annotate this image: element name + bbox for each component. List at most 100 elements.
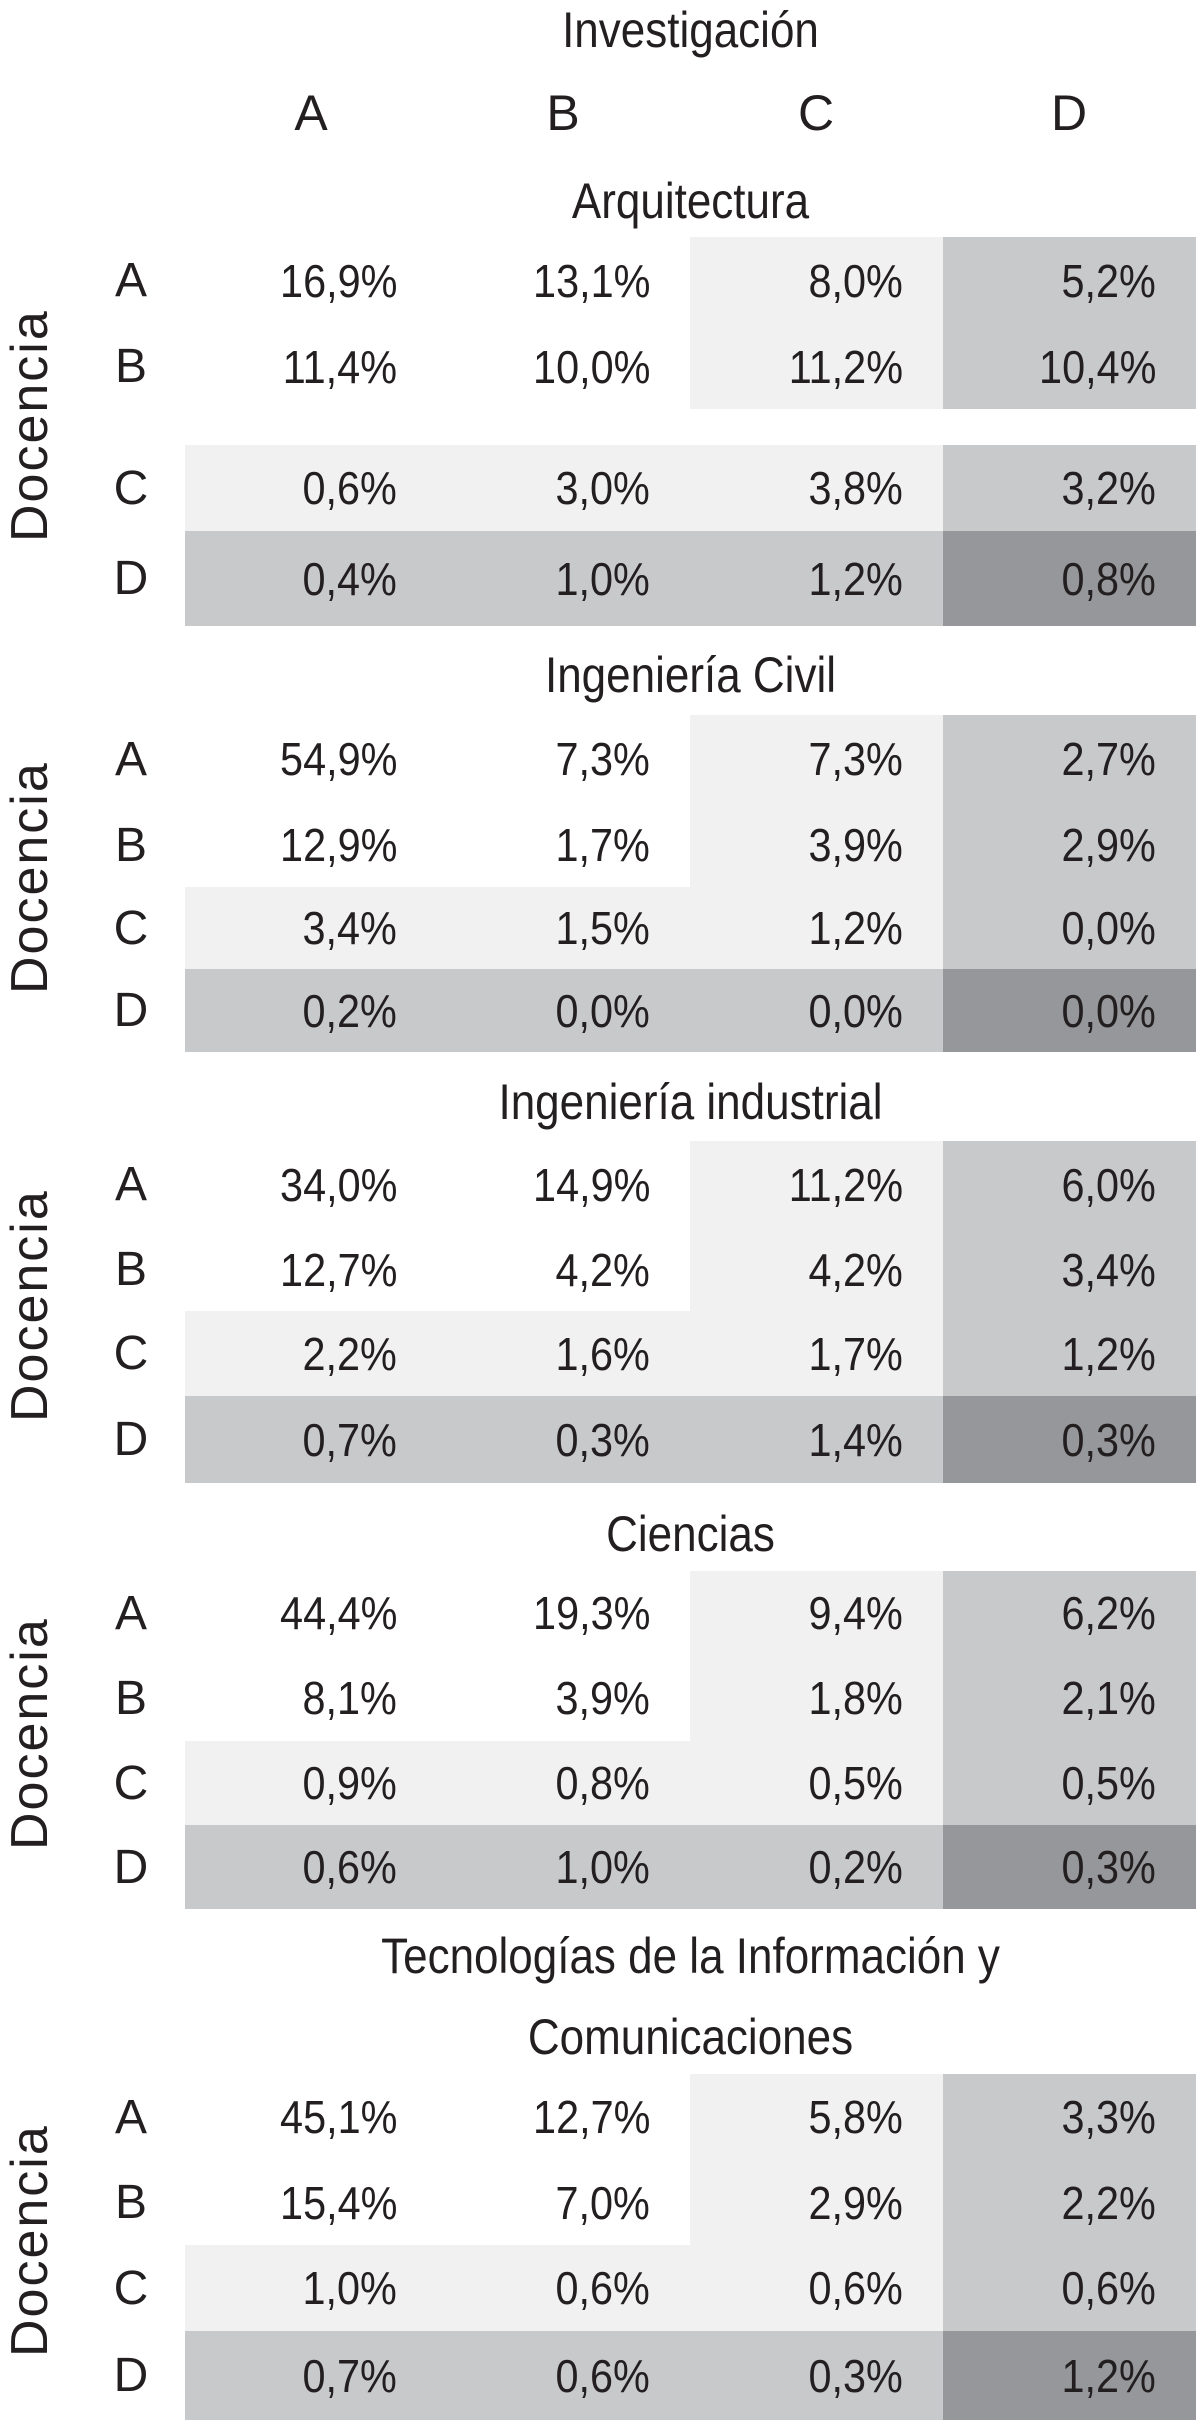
table-cell: 11,4% xyxy=(185,324,437,409)
table-cell: 44,4% xyxy=(185,1571,437,1655)
table-cell: 8,0% xyxy=(690,237,943,324)
table-cell: 2,2% xyxy=(943,2160,1196,2245)
cell-value: 44,4% xyxy=(279,1587,397,1639)
cell-value: 0,6% xyxy=(808,2262,903,2314)
table-cell: 0,8% xyxy=(943,531,1196,626)
column-header-c: C xyxy=(797,85,835,141)
table-cell: 1,5% xyxy=(437,887,690,969)
cell-value: 0,0% xyxy=(555,984,650,1037)
table-cell: 1,7% xyxy=(690,1311,943,1396)
table-cell: 0,2% xyxy=(185,969,437,1052)
table-cell: 3,4% xyxy=(185,887,437,969)
cell-value: 0,6% xyxy=(555,2262,650,2314)
cell-value: 3,9% xyxy=(808,819,903,871)
table-cell: 1,4% xyxy=(690,1396,943,1483)
section-title-line2: Comunicaciones xyxy=(527,2009,854,2065)
cell-value: 1,6% xyxy=(555,1327,650,1380)
cell-value: 12,7% xyxy=(279,1243,397,1296)
table-cell: 13,1% xyxy=(437,237,690,324)
row-axis-label: Docencia xyxy=(1,1617,59,1850)
cell-value: 5,8% xyxy=(808,2091,903,2143)
table-cell: 2,2% xyxy=(185,1311,437,1396)
table-cell: 0,9% xyxy=(185,1741,437,1825)
table-cell: 4,2% xyxy=(437,1228,690,1311)
cell-value: 10,4% xyxy=(1038,340,1156,393)
table-cell: 1,8% xyxy=(690,1655,943,1741)
cell-value: 0,8% xyxy=(555,1757,650,1809)
cell-value: 1,7% xyxy=(808,1327,903,1380)
table-cell: 12,7% xyxy=(185,1228,437,1311)
cell-value: 1,8% xyxy=(808,1672,903,1724)
cell-value: 0,8% xyxy=(1061,552,1156,605)
table-cell: 7,3% xyxy=(437,715,690,803)
column-header-a: A xyxy=(294,85,328,141)
cell-value: 34,0% xyxy=(279,1158,397,1211)
cell-value: 12,9% xyxy=(279,819,397,871)
table-cell: 15,4% xyxy=(185,2160,437,2245)
table-cell: 1,6% xyxy=(437,1311,690,1396)
cell-value: 0,3% xyxy=(1061,1841,1156,1893)
table-cell: 0,4% xyxy=(185,531,437,626)
table-cell: 12,9% xyxy=(185,803,437,887)
cell-value: 1,2% xyxy=(1061,2349,1156,2402)
row-axis-label: Docencia xyxy=(1,308,59,542)
table-cell: 0,6% xyxy=(185,445,437,531)
cell-value: 14,9% xyxy=(532,1158,650,1211)
table-cell: 3,3% xyxy=(943,2074,1196,2160)
row-label-c: C xyxy=(113,1327,149,1380)
table-cell: 1,2% xyxy=(943,2331,1196,2420)
row-label-a: A xyxy=(114,1586,147,1640)
cell-value: 3,4% xyxy=(1061,1243,1156,1296)
table-cell: 1,2% xyxy=(690,531,943,626)
cell-value: 0,7% xyxy=(302,2349,397,2402)
row-axis-label: Docencia xyxy=(1,760,59,994)
row-label-a: A xyxy=(114,254,147,307)
row-label-b: B xyxy=(114,2176,147,2229)
table-cell: 10,0% xyxy=(437,324,690,409)
section-title: Ingeniería industrial xyxy=(498,1074,883,1130)
table-cell: 0,3% xyxy=(437,1396,690,1483)
cell-value: 0,0% xyxy=(808,984,903,1037)
cell-value: 13,1% xyxy=(532,254,650,307)
table-cell: 1,2% xyxy=(943,1311,1196,1396)
section-title: Ingeniería Civil xyxy=(544,647,837,703)
cell-value: 1,0% xyxy=(302,2262,397,2314)
row-label-b: B xyxy=(114,1243,147,1296)
section-title: Ciencias xyxy=(606,1506,775,1562)
cell-value: 1,2% xyxy=(808,902,903,954)
cell-value: 3,2% xyxy=(1061,462,1156,514)
cell-value: 7,0% xyxy=(555,2176,650,2229)
cell-value: 0,6% xyxy=(302,462,397,514)
table-cell: 0,0% xyxy=(943,969,1196,1052)
table-cell: 45,1% xyxy=(185,2074,437,2160)
table-cell: 0,0% xyxy=(943,887,1196,969)
row-label-c: C xyxy=(113,2261,149,2315)
row-label-d: D xyxy=(113,1413,149,1466)
table-cell: 2,1% xyxy=(943,1655,1196,1741)
table-cell: 0,7% xyxy=(185,1396,437,1483)
row-label-c: C xyxy=(113,461,149,515)
cell-value: 0,3% xyxy=(808,2349,903,2402)
cell-value: 5,2% xyxy=(1061,254,1156,307)
cell-value: 3,4% xyxy=(302,902,397,954)
row-label-a: A xyxy=(114,1158,147,1211)
cell-value: 12,7% xyxy=(532,2091,650,2143)
cell-value: 3,9% xyxy=(555,1672,650,1724)
row-label-a: A xyxy=(114,732,147,786)
cell-value: 4,2% xyxy=(555,1243,650,1296)
cell-value: 3,8% xyxy=(808,462,903,514)
table-cell: 1,0% xyxy=(185,2245,437,2331)
row-label-a: A xyxy=(114,2090,147,2144)
row-label-b: B xyxy=(114,818,147,872)
cell-value: 11,4% xyxy=(282,340,397,393)
table-cell: 5,8% xyxy=(690,2074,943,2160)
section-title: Tecnologías de la Información y xyxy=(381,1928,1000,1984)
table-cell: 5,2% xyxy=(943,237,1196,324)
table-cell: 7,0% xyxy=(437,2160,690,2245)
table-cell: 0,0% xyxy=(437,969,690,1052)
row-label-c: C xyxy=(113,1756,149,1810)
table-cell: 7,3% xyxy=(690,715,943,803)
table-cell: 0,6% xyxy=(943,2245,1196,2331)
table-cell: 0,3% xyxy=(690,2331,943,2420)
cell-value: 0,9% xyxy=(302,1757,397,1809)
